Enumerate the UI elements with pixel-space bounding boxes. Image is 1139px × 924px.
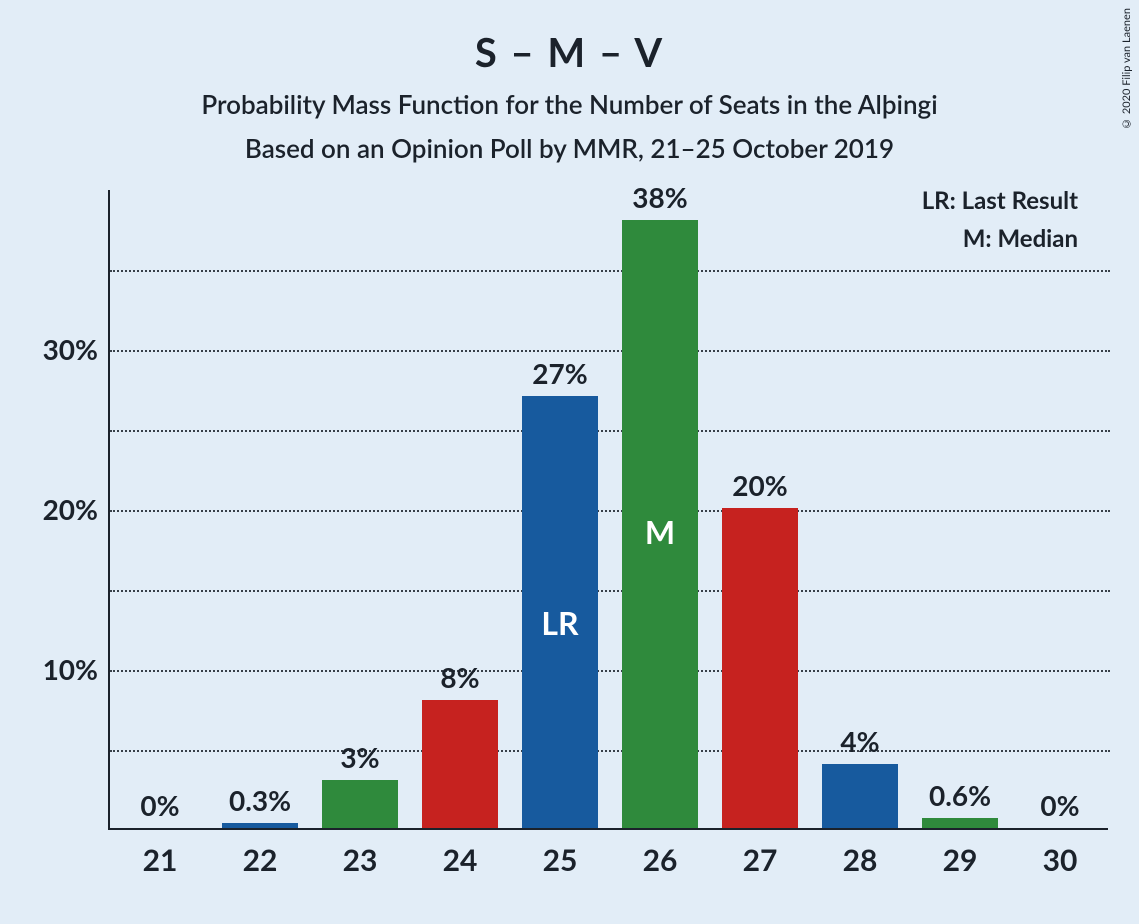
bar-value-label: 20% [705, 468, 815, 502]
x-axis-label: 22 [210, 842, 310, 878]
grid-line [110, 430, 1110, 432]
bar-value-label: 4% [805, 724, 915, 758]
legend-lr: LR: Last Result [922, 186, 1078, 215]
legend-m: M: Median [963, 224, 1078, 253]
grid-line [110, 670, 1110, 672]
bar-value-label: 38% [605, 180, 715, 214]
x-axis-label: 24 [410, 842, 510, 878]
chart-subtitle-1: Probability Mass Function for the Number… [0, 88, 1139, 120]
bar [922, 818, 998, 828]
bar-value-label: 8% [405, 660, 515, 694]
grid-line [110, 350, 1110, 352]
bar-value-label: 0.6% [905, 778, 1015, 812]
chart-title: S – M – V [0, 28, 1139, 76]
grid-line [110, 590, 1110, 592]
chart-container: S – M – V Probability Mass Function for … [0, 0, 1139, 924]
x-axis-label: 30 [1010, 842, 1110, 878]
bar: LR [522, 396, 598, 828]
y-axis-label: 10% [18, 652, 98, 686]
bar-value-label: 3% [305, 740, 415, 774]
plot-area: LR: Last Result M: Median 10%20%30%0%210… [108, 190, 1108, 830]
bar-value-label: 0% [105, 788, 215, 822]
bar [422, 700, 498, 828]
in-bar-label: LR [522, 603, 598, 642]
x-axis-label: 27 [710, 842, 810, 878]
bar-value-label: 0% [1005, 788, 1115, 822]
x-axis-label: 29 [910, 842, 1010, 878]
bar: M [622, 220, 698, 828]
x-axis-label: 23 [310, 842, 410, 878]
x-axis-label: 21 [110, 842, 210, 878]
x-axis-label: 26 [610, 842, 710, 878]
y-axis-label: 30% [18, 332, 98, 366]
copyright-text: © 2020 Filip van Laenen [1120, 8, 1133, 130]
bar [222, 823, 298, 828]
x-axis-label: 25 [510, 842, 610, 878]
bar [722, 508, 798, 828]
y-axis-label: 20% [18, 492, 98, 526]
bar [322, 780, 398, 828]
in-bar-label: M [622, 512, 698, 551]
x-axis-label: 28 [810, 842, 910, 878]
bar [822, 764, 898, 828]
grid-line [110, 510, 1110, 512]
grid-line [110, 270, 1110, 272]
bar-value-label: 0.3% [205, 783, 315, 817]
grid-line [110, 750, 1110, 752]
bar-value-label: 27% [505, 356, 615, 390]
chart-subtitle-2: Based on an Opinion Poll by MMR, 21–25 O… [0, 132, 1139, 164]
